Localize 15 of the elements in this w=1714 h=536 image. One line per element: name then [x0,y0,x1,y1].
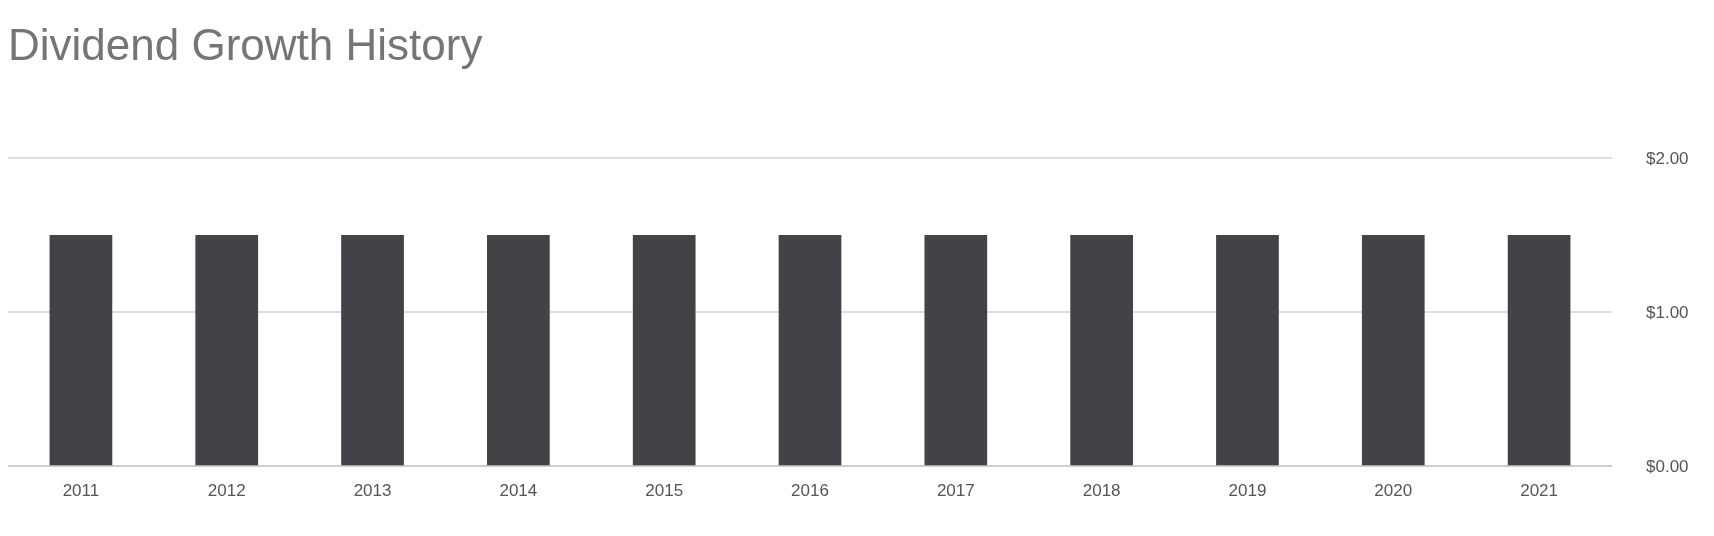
y-tick-label: $1.00 [1646,303,1689,322]
x-tick-label: 2017 [936,481,975,500]
x-tick-label: 2012 [207,481,246,500]
x-tick-label: 2020 [1374,481,1413,500]
y-tick-label: $2.00 [1646,149,1689,168]
y-tick-label: $0.00 [1646,457,1689,476]
x-tick-label: 2021 [1520,481,1559,500]
x-tick-label: 2013 [353,481,392,500]
x-tick-label: 2011 [62,481,100,500]
x-tick-label: 2019 [1228,481,1267,500]
x-tick-label: 2016 [791,481,829,500]
x-tick-label: 2014 [499,481,538,500]
chart-title: Dividend Growth History [8,20,483,69]
x-tick-label: 2018 [1082,481,1121,500]
x-tick-label: 2015 [645,481,684,500]
